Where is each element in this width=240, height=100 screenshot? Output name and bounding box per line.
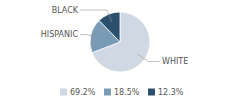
legend-label: 18.5%	[114, 88, 140, 97]
legend: 69.2% 18.5% 12.3%	[60, 88, 184, 97]
slice-label: WHITE	[162, 57, 188, 66]
legend-label: 69.2%	[70, 88, 96, 97]
pie	[90, 12, 150, 72]
leader-line	[80, 35, 99, 38]
legend-swatch	[60, 89, 67, 96]
legend-swatch	[104, 89, 111, 96]
labels: WHITE HISPANIC BLACK	[41, 6, 188, 67]
legend-label: 12.3%	[158, 88, 184, 97]
slice-label: HISPANIC	[41, 30, 79, 39]
chart: WHITE HISPANIC BLACK 69.2% 18.5% 12.3%	[0, 0, 240, 100]
leader-line	[138, 54, 160, 61]
leader-line	[80, 10, 112, 22]
slice-label: BLACK	[52, 6, 79, 15]
legend-swatch	[148, 89, 155, 96]
